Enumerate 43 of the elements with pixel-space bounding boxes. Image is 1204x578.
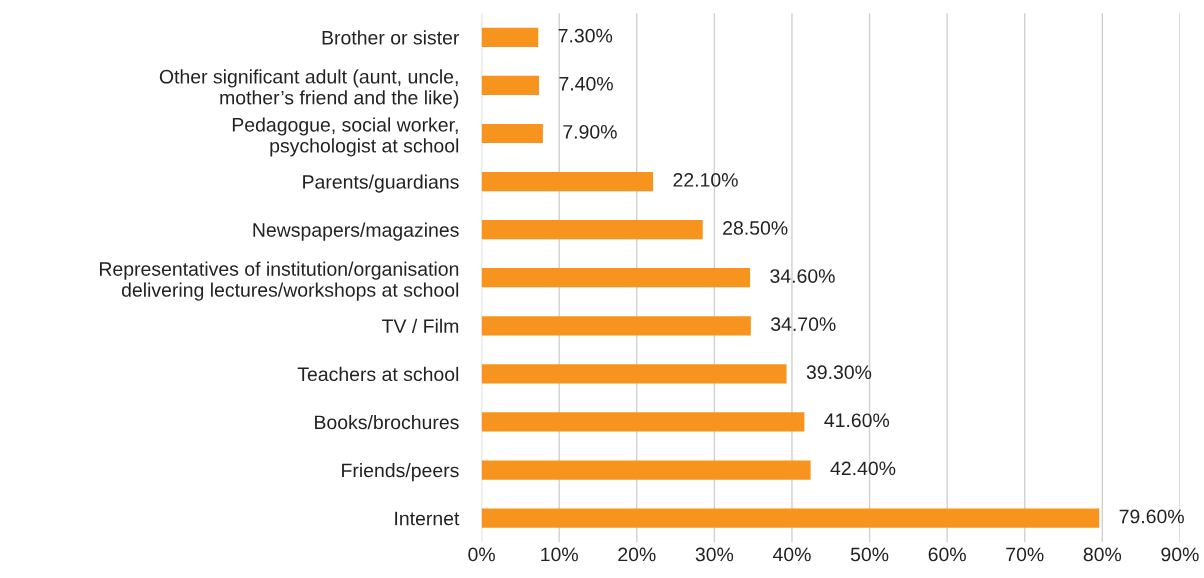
x-tick-label: 60% [928,547,966,562]
data-label: 7.40% [559,76,613,91]
x-tick-label: 80% [1083,547,1122,562]
x-tick-label: 50% [850,547,889,562]
bar [481,364,787,384]
y-tick-label: Brother or sister [322,30,460,45]
data-label: 34.60% [770,269,835,283]
y-tick-label: Newspapers/magazines [253,222,459,241]
bar [481,268,751,288]
bar [481,75,540,96]
data-label: 7.90% [563,124,617,139]
data-label: 42.40% [830,461,896,476]
bar [481,171,654,192]
y-tick-label: Teachers at school [297,366,459,382]
bar [481,220,703,240]
bar [481,508,1100,528]
bar [481,460,811,480]
x-tick-label: 20% [618,547,656,562]
data-label: 7.30% [558,28,613,43]
y-tick-label: Friends/peers [342,463,459,482]
y-tick-label: Other significant adult (aunt, uncle, mother’s friend and the like) [159,69,459,109]
x-tick-label: 40% [772,547,811,562]
y-tick-label: Pedagogue, social worker, psychologist at school [232,117,459,157]
data-label: 22.10% [673,173,738,187]
x-tick-label: 0% [468,547,495,562]
y-tick-label: TV / Film [382,318,459,334]
data-label: 41.60% [824,413,890,428]
bar [481,27,539,47]
y-tick-label: Internet [395,511,460,526]
data-label: 28.50% [723,221,788,235]
y-tick-label: Parents/guardians [303,174,459,193]
bar [481,316,751,336]
bar [481,123,543,144]
y-tick-label: Representatives of institution/organisation delivering lectures/workshops at school [99,261,459,301]
x-tick-label: 10% [541,547,578,562]
x-tick-label: 90% [1161,547,1199,562]
y-tick-label: Books/brochures [315,414,459,430]
x-tick-label: 70% [1006,547,1044,562]
data-label: 39.30% [806,365,872,380]
x-tick-label: 30% [695,547,734,562]
bar [481,412,805,432]
data-label: 79.60% [1119,509,1184,524]
data-label: 34.70% [771,317,836,332]
